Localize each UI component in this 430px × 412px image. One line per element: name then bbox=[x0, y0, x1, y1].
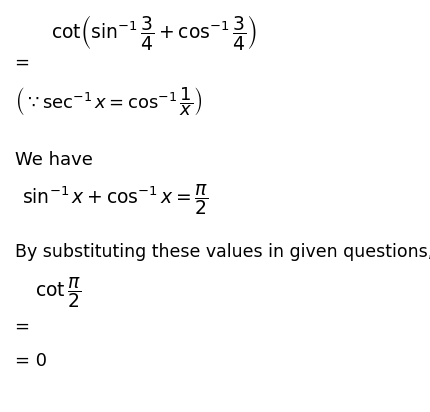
Text: We have: We have bbox=[15, 150, 92, 169]
Text: $\cot\dfrac{\pi}{2}$: $\cot\dfrac{\pi}{2}$ bbox=[35, 275, 81, 310]
Text: $\cot\!\left( \sin^{-1}\dfrac{3}{4} + \cos^{-1}\dfrac{3}{4} \right)$: $\cot\!\left( \sin^{-1}\dfrac{3}{4} + \c… bbox=[51, 13, 257, 52]
Text: =: = bbox=[15, 318, 30, 336]
Text: = 0: = 0 bbox=[15, 352, 46, 370]
Text: =: = bbox=[15, 54, 30, 72]
Text: $\sin^{-1} x + \cos^{-1} x = \dfrac{\pi}{2}$: $\sin^{-1} x + \cos^{-1} x = \dfrac{\pi}… bbox=[22, 183, 209, 218]
Text: By substituting these values in given questions, we get: By substituting these values in given qu… bbox=[15, 243, 430, 262]
Text: $\left(\because \sec^{-1} x = \cos^{-1}\dfrac{1}{x}\right)$: $\left(\because \sec^{-1} x = \cos^{-1}\… bbox=[15, 84, 202, 117]
